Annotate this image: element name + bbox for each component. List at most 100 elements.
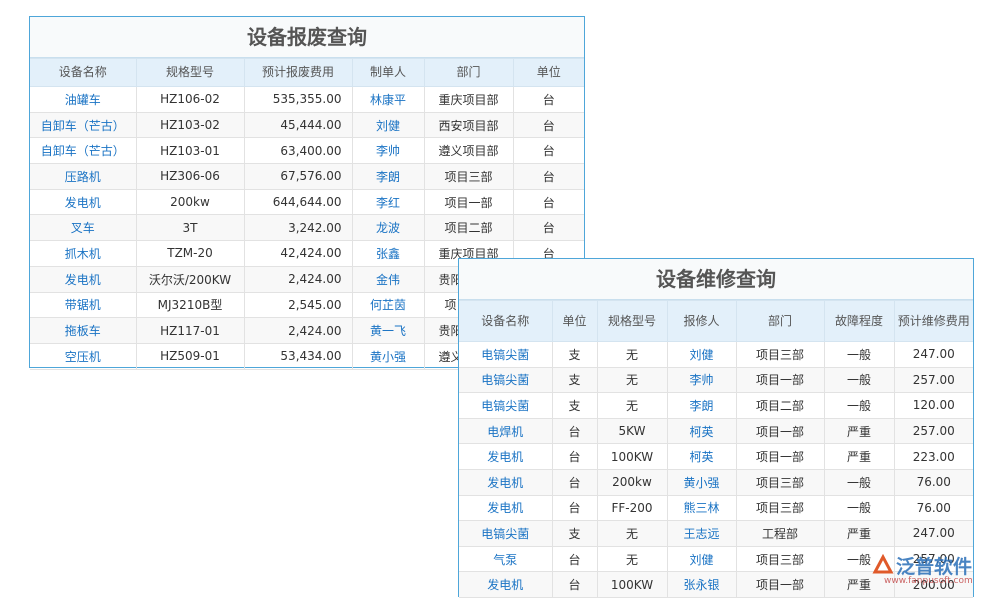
table-cell: 45,444.00: [243, 111, 353, 139]
table-cell: 3T: [135, 214, 245, 242]
link-cell[interactable]: 电镐尖菌: [459, 520, 553, 547]
link-cell[interactable]: 柯英: [666, 443, 737, 470]
link-cell[interactable]: 柯英: [666, 417, 737, 445]
table-cell: 项目三部: [735, 545, 825, 573]
link-cell[interactable]: 刘健: [351, 111, 425, 139]
link-cell[interactable]: 熊三林: [666, 494, 737, 522]
table-cell: 200.00: [893, 571, 973, 598]
table-cell: 42,424.00: [243, 240, 353, 267]
link-cell[interactable]: 发电机: [459, 571, 553, 598]
link-cell[interactable]: 黄小强: [666, 468, 737, 496]
table-row: 气泵台无刘健 项目三部 一般 257.00: [459, 545, 973, 573]
table-cell: 2,424.00: [243, 317, 353, 344]
table-cell: 257.00: [893, 417, 973, 445]
link-cell[interactable]: 电镐尖菌: [459, 366, 553, 394]
table-cell: 无: [596, 392, 668, 419]
link-cell[interactable]: 自卸车（芒古）: [30, 111, 137, 139]
link-cell[interactable]: 李朗: [351, 163, 425, 190]
link-cell[interactable]: 抓木机: [30, 240, 137, 267]
link-cell[interactable]: 发电机: [30, 265, 137, 293]
link-cell[interactable]: 黄一飞: [351, 317, 425, 344]
link-cell[interactable]: 电镐尖菌: [459, 392, 553, 419]
table-cell: 台: [551, 494, 598, 522]
table-cell: 台: [512, 163, 584, 190]
link-cell[interactable]: 林康平: [351, 86, 425, 113]
table-cell: 严重: [823, 443, 895, 470]
table-row: 压路机 HZ306-06 67,576.00 李朗 项目三部台: [30, 163, 584, 190]
table-cell: 76.00: [893, 468, 973, 496]
table-row: 发电机台 100KW 张永银 项目一部 严重 200.00: [459, 571, 973, 598]
link-cell[interactable]: 拖板车: [30, 317, 137, 344]
logo-icon: [872, 554, 894, 574]
table-cell: 200kw: [135, 188, 245, 216]
table-cell: 644,644.00: [243, 188, 353, 216]
link-cell[interactable]: 龙波: [351, 214, 425, 242]
link-cell[interactable]: 电镐尖菌: [459, 341, 553, 368]
table-row: 电镐尖菌支无刘健 项目三部 一般 247.00: [459, 341, 973, 368]
table-cell: 台: [551, 571, 598, 598]
table-cell: 支: [551, 392, 598, 419]
link-cell[interactable]: 自卸车（芒古）: [30, 137, 137, 165]
url: www.fanpusoft.com: [884, 576, 973, 586]
table-cell: 5KW: [596, 417, 668, 445]
table-row: 自卸车（芒古） HZ103-02 45,444.00 刘健 西安项目部台: [30, 111, 584, 139]
table-cell: HZ103-02: [135, 111, 245, 139]
table-cell: 项目三部: [735, 341, 825, 368]
table-cell: 53,434.00: [243, 342, 353, 370]
link-cell[interactable]: 李帅: [666, 366, 737, 394]
link-cell[interactable]: 发电机: [30, 188, 137, 216]
table-cell: 项目一部: [735, 366, 825, 394]
link-cell[interactable]: 刘健: [666, 341, 737, 368]
link-cell[interactable]: 金伟: [351, 265, 425, 293]
table-cell: 台: [512, 86, 584, 113]
data-table: 设备名称 单位 规格型号 报修人 部门 故障程度 预计维修费用 电镐尖菌支无刘健 项目三部 一般 2…: [459, 300, 973, 598]
table-cell: 223.00: [893, 443, 973, 470]
table-cell: HZ117-01: [135, 317, 245, 344]
table-cell: TZM-20: [135, 240, 245, 267]
table-cell: 沃尔沃/200KW: [135, 265, 245, 293]
link-cell[interactable]: 发电机: [459, 468, 553, 496]
link-cell[interactable]: 叉车: [30, 214, 137, 242]
table-cell: 项目二部: [423, 214, 514, 242]
table-cell: 63,400.00: [243, 137, 353, 165]
column-header: 部门: [423, 58, 514, 87]
link-cell[interactable]: 电焊机: [459, 417, 553, 445]
link-cell[interactable]: 李帅: [351, 137, 425, 165]
link-cell[interactable]: 油罐车: [30, 86, 137, 113]
table-cell: HZ106-02: [135, 86, 245, 113]
table-row: 抓木机 TZM-20 42,424.00 张鑫 重庆项目部台: [30, 240, 584, 267]
table-cell: 3,242.00: [243, 214, 353, 242]
table-cell: 项目三部: [735, 494, 825, 522]
header-row: 设备名称 单位 规格型号 报修人 部门 故障程度 预计维修费用: [459, 300, 973, 342]
link-cell[interactable]: 何芷茵: [351, 291, 425, 319]
link-cell[interactable]: 李朗: [666, 392, 737, 419]
header-row: 设备名称 规格型号 预计报废费用 制单人 部门 单位: [30, 58, 584, 87]
link-cell[interactable]: 张鑫: [351, 240, 425, 267]
table-cell: 一般: [823, 392, 895, 419]
link-cell[interactable]: 李红: [351, 188, 425, 216]
link-cell[interactable]: 刘健: [666, 545, 737, 573]
table-cell: 项目一部: [423, 188, 514, 216]
table-cell: 台: [512, 188, 584, 216]
column-header: 设备名称: [459, 300, 553, 342]
table-cell: 257.00: [893, 545, 973, 573]
table-cell: 67,576.00: [243, 163, 353, 190]
table-cell: 支: [551, 341, 598, 368]
table-cell: 无: [596, 341, 668, 368]
link-cell[interactable]: 空压机: [30, 342, 137, 370]
table-cell: 严重: [823, 571, 895, 598]
link-cell[interactable]: 压路机: [30, 163, 137, 190]
table-cell: 台: [512, 111, 584, 139]
table-cell: 项目二部: [735, 392, 825, 419]
link-cell[interactable]: 张永银: [666, 571, 737, 598]
table-row: 发电机台 FF-200 熊三林 项目三部 一般 76.00: [459, 494, 973, 522]
table-cell: 200kw: [596, 468, 668, 496]
link-cell[interactable]: 发电机: [459, 443, 553, 470]
link-cell[interactable]: 发电机: [459, 494, 553, 522]
table-cell: 重庆项目部: [423, 86, 514, 113]
column-header: 报修人: [666, 300, 737, 342]
link-cell[interactable]: 气泵: [459, 545, 553, 573]
link-cell[interactable]: 黄小强: [351, 342, 425, 370]
link-cell[interactable]: 王志远: [666, 520, 737, 547]
link-cell[interactable]: 带锯机: [30, 291, 137, 319]
